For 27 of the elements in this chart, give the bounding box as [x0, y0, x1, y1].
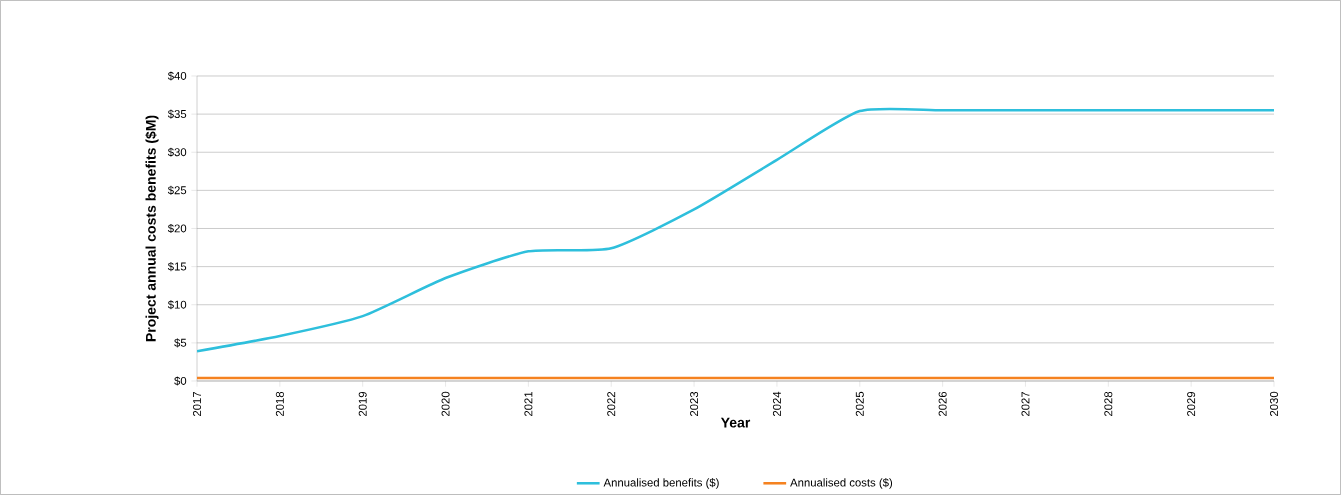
x-tick-label: 2021: [524, 391, 533, 417]
x-tick-label: 2022: [607, 391, 616, 417]
x-tick-label: 2020: [441, 391, 450, 417]
y-tick-label: $35: [167, 109, 187, 119]
x-tick-label: 2024: [772, 391, 781, 417]
y-tick-label: $40: [167, 71, 187, 81]
x-tick-label: 2030: [1270, 391, 1279, 417]
x-tick-label: 2029: [1187, 391, 1196, 417]
y-tick-label: $10: [167, 300, 187, 310]
y-tick-label: $5: [174, 338, 187, 348]
x-tick-label: 2027: [1021, 391, 1030, 417]
x-tick-label: 2017: [193, 391, 202, 417]
legend-label: Annualised benefits ($): [603, 478, 719, 489]
y-tick-label: $20: [167, 223, 187, 234]
x-tick-label: 2025: [855, 391, 864, 417]
y-tick-label: $0: [174, 376, 187, 386]
y-tick-label: $15: [167, 262, 187, 272]
x-tick-label: 2019: [358, 391, 367, 417]
y-tick-label: $30: [167, 147, 187, 157]
x-tick-label: 2026: [938, 391, 947, 417]
x-axis-title: Year: [720, 417, 751, 428]
legend-label: Annualised costs ($): [790, 478, 893, 489]
y-axis-title: Project annual costs benefits ($M): [145, 115, 159, 342]
x-tick-label: 2028: [1104, 391, 1113, 417]
x-tick-label: 2018: [275, 391, 284, 417]
x-tick-label: 2023: [690, 391, 699, 417]
y-tick-label: $25: [167, 185, 187, 195]
